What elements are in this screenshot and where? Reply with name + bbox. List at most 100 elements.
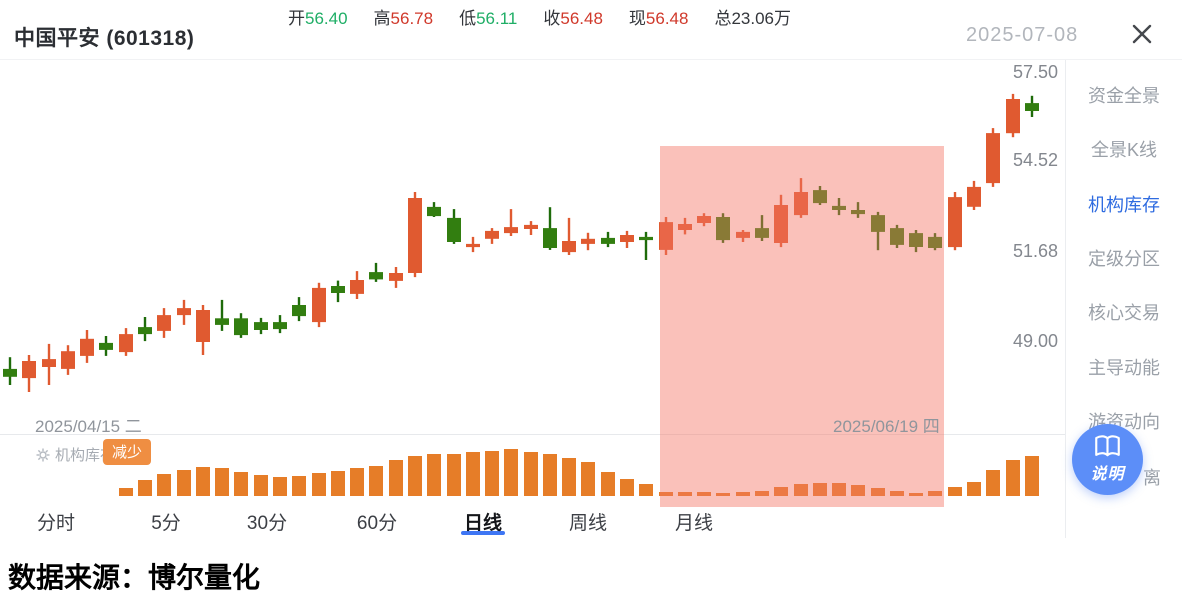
- candle: [273, 315, 287, 334]
- candle: [697, 213, 711, 227]
- volume-bar: [967, 482, 981, 496]
- stat-label: 高: [373, 9, 391, 28]
- sidebar-item-机构库存[interactable]: 机构库存: [1088, 195, 1160, 215]
- candle: [639, 231, 653, 260]
- candle: [447, 209, 461, 244]
- volume-bar: [678, 492, 692, 496]
- candle: [99, 336, 113, 356]
- candle: [427, 202, 441, 217]
- candle: [215, 299, 229, 331]
- stat-item: 现56.48: [629, 8, 689, 30]
- pane-divider: [0, 434, 1065, 435]
- candle: [909, 230, 923, 253]
- volume-bar: [292, 476, 306, 496]
- volume-bar: [948, 487, 962, 496]
- sidebar-divider: [1065, 60, 1066, 538]
- volume-bar: [543, 454, 557, 496]
- candle: [312, 282, 326, 328]
- candle: [620, 230, 634, 248]
- volume-chart[interactable]: [0, 435, 1065, 506]
- volume-bar: [813, 483, 827, 496]
- candle: [80, 330, 94, 363]
- tab-30分[interactable]: 30分: [246, 513, 288, 534]
- stat-label: 总: [714, 9, 732, 28]
- header: 中国平安 (601318) 开56.40 高56.78 低56.11 收56.48 现5…: [0, 0, 1182, 60]
- candle: [504, 209, 518, 236]
- sidebar-item-全景K线[interactable]: 全景K线: [1090, 140, 1157, 160]
- candlestick-chart[interactable]: [0, 60, 1065, 434]
- tab-周线[interactable]: 周线: [568, 513, 608, 534]
- volume-bar: [350, 468, 364, 496]
- sidebar-item-核心交易[interactable]: 核心交易: [1088, 303, 1160, 323]
- volume-pane-label: 机构库存: [55, 447, 116, 464]
- close-icon: [1132, 24, 1152, 44]
- candle: [42, 343, 56, 385]
- volume-bar: [504, 449, 518, 496]
- close-button[interactable]: [1129, 21, 1155, 47]
- stat-item: 总23.06万: [714, 8, 791, 30]
- candle: [659, 217, 673, 255]
- candle: [986, 128, 1000, 187]
- tab-日线[interactable]: 日线: [463, 513, 503, 534]
- candle: [794, 178, 808, 218]
- volume-bar: [408, 456, 422, 496]
- candle: [331, 280, 345, 303]
- candle: [466, 236, 480, 253]
- volume-bar: [1025, 456, 1039, 496]
- y-axis-label: 57.50: [1012, 62, 1058, 82]
- candle: [292, 297, 306, 322]
- candle: [61, 345, 75, 375]
- volume-bar: [485, 451, 499, 496]
- tab-60分[interactable]: 60分: [356, 513, 398, 534]
- volume-bar: [697, 492, 711, 496]
- volume-bar: [369, 466, 383, 496]
- stat-item: 低56.11: [459, 8, 517, 30]
- volume-bar: [562, 458, 576, 496]
- candle: [524, 221, 538, 235]
- candle: [832, 198, 846, 216]
- stat-label: 低: [459, 9, 477, 28]
- candle: [774, 194, 788, 248]
- volume-bar: [851, 485, 865, 496]
- active-tab-underline: [461, 531, 505, 535]
- manual-book-icon: [1095, 435, 1120, 457]
- candle: [234, 313, 248, 338]
- candle: [967, 180, 981, 210]
- y-axis-label: 51.68: [1012, 241, 1058, 261]
- candle: [350, 271, 364, 299]
- candle: [716, 213, 730, 243]
- candle: [22, 355, 36, 392]
- candle: [369, 262, 383, 282]
- volume-bar: [755, 491, 769, 496]
- volume-bar: [581, 462, 595, 496]
- candle: [1006, 93, 1020, 138]
- y-axis-label: 54.52: [1012, 150, 1058, 170]
- header-date: 2025-07-08: [966, 24, 1079, 46]
- stat-item: 开56.40: [288, 8, 348, 30]
- tab-5分[interactable]: 5分: [151, 513, 181, 534]
- help-button[interactable]: 说明: [1072, 424, 1143, 495]
- candle: [581, 232, 595, 251]
- stat-item: 高56.78: [374, 8, 434, 30]
- sidebar-item-离[interactable]: 离: [1143, 468, 1161, 488]
- sidebar-item-资金全景[interactable]: 资金全景: [1088, 86, 1160, 106]
- sidebar-item-定级分区[interactable]: 定级分区: [1088, 249, 1160, 269]
- volume-bar: [466, 452, 480, 496]
- volume-bar: [716, 493, 730, 496]
- volume-bar: [447, 454, 461, 496]
- candle: [601, 231, 615, 248]
- volume-bar: [524, 452, 538, 496]
- volume-bar: [909, 493, 923, 496]
- candle: [736, 230, 750, 242]
- sidebar-item-主导动能[interactable]: 主导动能: [1088, 358, 1160, 378]
- volume-bar: [620, 479, 634, 496]
- volume-bar: [890, 491, 904, 496]
- tab-月线[interactable]: 月线: [674, 513, 714, 534]
- volume-bar: [273, 477, 287, 496]
- candle: [119, 328, 133, 356]
- volume-bar: [177, 470, 191, 496]
- candle: [157, 308, 171, 338]
- volume-bar: [157, 474, 171, 496]
- tab-分时[interactable]: 分时: [36, 513, 76, 534]
- candle: [254, 317, 268, 335]
